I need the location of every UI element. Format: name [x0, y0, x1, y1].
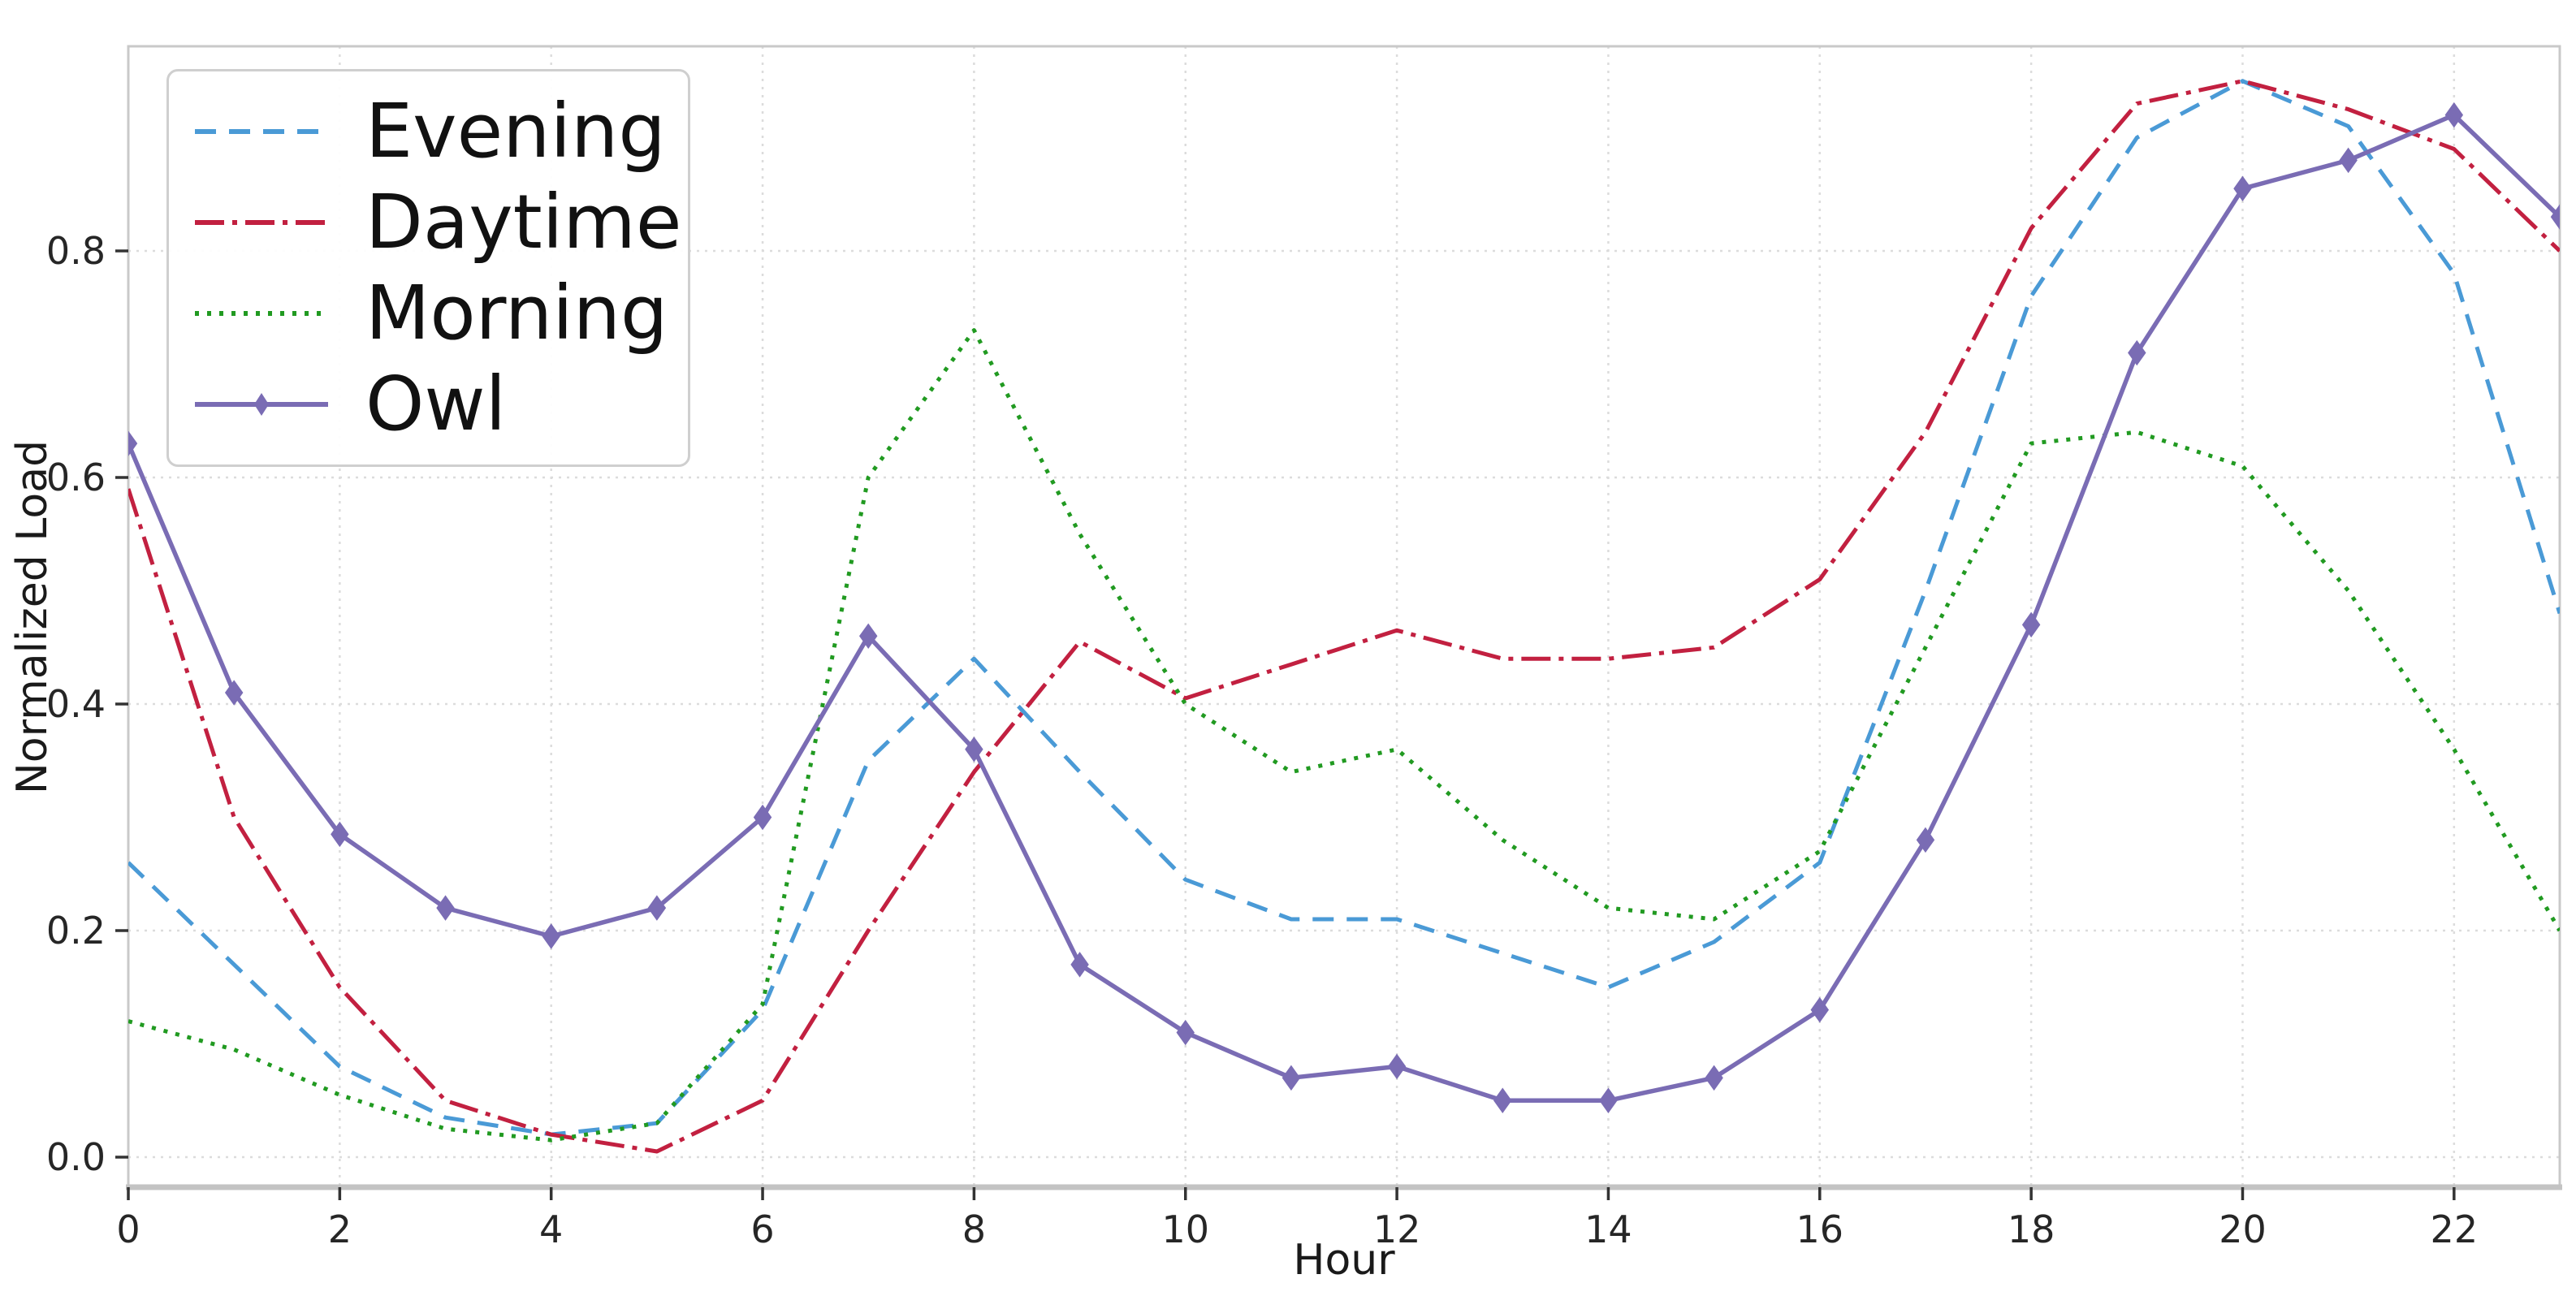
x-tick-label: 0 — [116, 1207, 140, 1251]
data-point-marker-owl — [2339, 147, 2358, 174]
legend-sample-line-morning — [195, 311, 328, 316]
legend-label-daytime: Daytime — [365, 179, 682, 266]
data-point-marker-owl — [753, 804, 772, 831]
x-tick-label: 6 — [750, 1207, 774, 1251]
legend-sample-line-owl — [195, 393, 328, 416]
data-point-marker-owl — [224, 680, 244, 706]
x-tick-label: 8 — [962, 1207, 986, 1251]
series-line-evening — [128, 79, 2560, 1137]
x-tick-label: 4 — [539, 1207, 563, 1251]
y-tick-label: 0.4 — [46, 682, 106, 726]
data-point-marker-owl — [331, 821, 349, 848]
series-line-owl — [128, 112, 2560, 1104]
legend-label-owl: Owl — [365, 361, 507, 447]
data-point-marker-owl — [1387, 1053, 1407, 1080]
x-tick-label: 2 — [328, 1207, 352, 1251]
data-point-marker-owl — [128, 430, 138, 456]
legend-sample-line-daytime — [195, 220, 328, 225]
data-point-marker-owl — [2444, 102, 2464, 128]
x-tick-label: 14 — [1584, 1207, 1632, 1251]
x-tick-label: 22 — [2431, 1207, 2479, 1251]
x-tick-label: 20 — [2219, 1207, 2267, 1251]
x-tick-label: 18 — [2008, 1207, 2055, 1251]
data-point-marker-owl — [436, 895, 455, 921]
y-tick-label: 0.8 — [46, 229, 106, 273]
data-point-marker-owl — [1599, 1087, 1618, 1113]
data-point-marker-owl — [1176, 1019, 1195, 1046]
legend-label-evening: Evening — [365, 88, 666, 175]
legend-item-evening: Evening — [192, 86, 680, 177]
data-point-marker-owl — [647, 895, 667, 921]
series-line-morning — [128, 328, 2560, 1143]
legend-sample-line-evening — [195, 129, 328, 134]
data-point-marker-owl — [858, 623, 878, 650]
data-point-marker-owl — [2550, 204, 2560, 230]
y-tick-label: 0.0 — [46, 1135, 106, 1179]
legend-item-morning: Morning — [192, 268, 680, 359]
legend-item-owl: Owl — [192, 359, 680, 450]
series-line-daytime — [128, 79, 2560, 1154]
data-point-marker-owl — [2233, 175, 2252, 201]
data-point-marker-owl — [1493, 1087, 1512, 1113]
y-tick-label: 0.2 — [46, 909, 106, 953]
x-tick-label: 16 — [1796, 1207, 1844, 1251]
x-axis-label: Hour — [1293, 1236, 1395, 1285]
y-axis-label: Normalized Load — [8, 439, 57, 795]
data-point-marker-owl — [542, 923, 560, 949]
data-point-marker-owl — [2128, 339, 2146, 366]
data-point-marker-owl — [965, 737, 983, 762]
data-point-marker-owl — [1282, 1065, 1301, 1091]
data-point-marker-owl — [1810, 996, 1830, 1023]
x-tick-label: 12 — [1373, 1207, 1421, 1251]
legend: Evening Daytime Morning Owl — [166, 69, 690, 467]
x-tick-label: 10 — [1161, 1207, 1209, 1251]
legend-label-morning: Morning — [365, 270, 668, 356]
data-point-marker-owl — [1070, 952, 1089, 978]
data-point-marker-owl — [2021, 611, 2041, 638]
y-tick-label: 0.6 — [46, 456, 106, 499]
legend-item-daytime: Daytime — [192, 177, 682, 268]
data-point-marker-owl — [1705, 1065, 1723, 1091]
data-point-marker-owl — [1916, 827, 1935, 853]
